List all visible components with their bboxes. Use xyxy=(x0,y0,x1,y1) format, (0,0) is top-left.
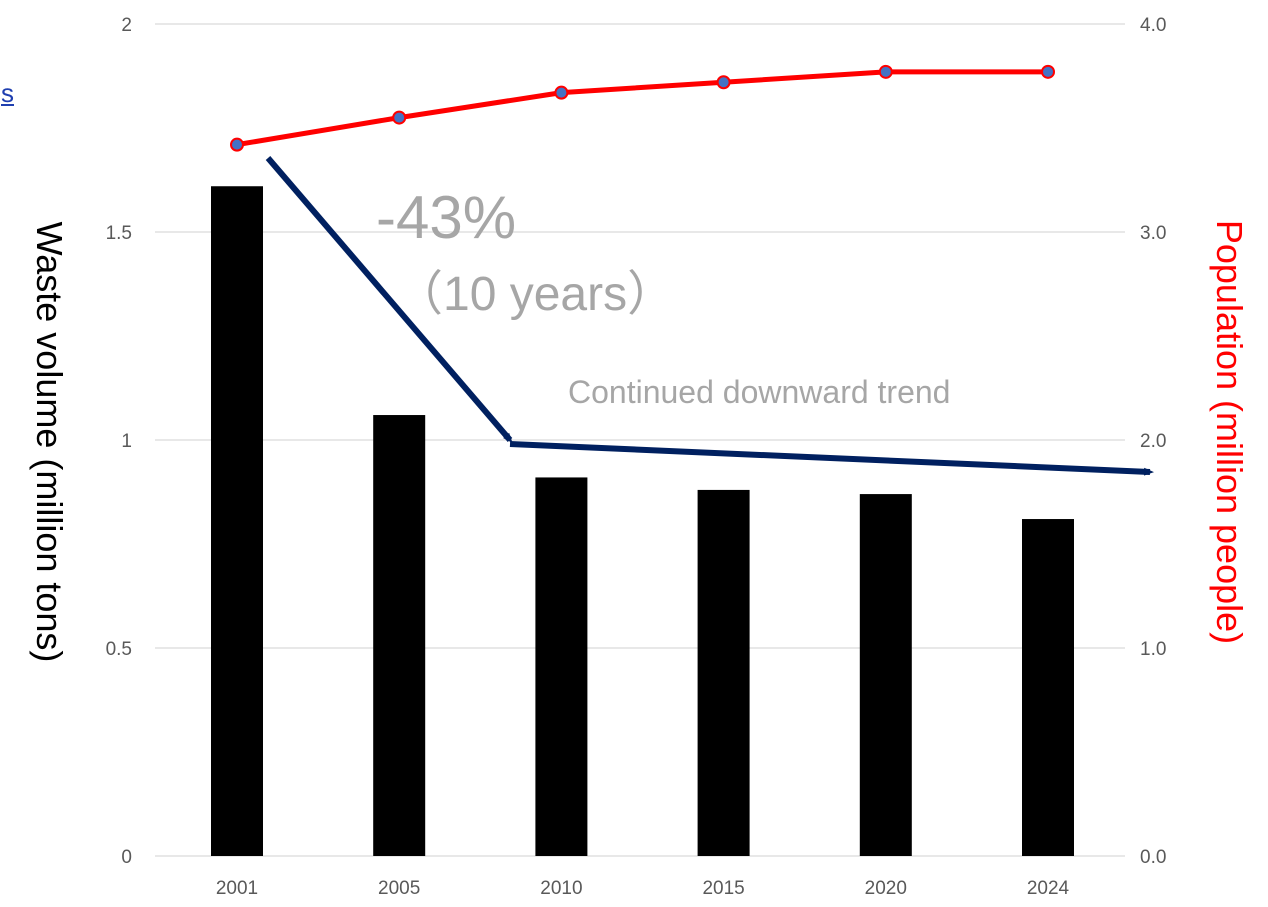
right-tick-label: 1.0 xyxy=(1140,639,1166,660)
line-point xyxy=(1041,64,1055,79)
left-tick-label: 1 xyxy=(121,431,132,452)
bar xyxy=(859,494,912,856)
population-line xyxy=(236,69,1048,148)
bar xyxy=(697,489,750,856)
left-tick-label: 1.5 xyxy=(106,223,132,244)
trend-arrow xyxy=(509,441,1154,476)
tick-labels: 0 0.5 1 1.5 2 0.0 1.0 2.0 3.0 4.0 2001 2005 2010 2015… xyxy=(106,15,1167,899)
bar xyxy=(373,415,426,856)
decline-period-label: （10 years） xyxy=(395,268,675,321)
left-tick-label: 0.5 xyxy=(106,639,132,660)
line-point xyxy=(392,110,407,125)
decline-arrow xyxy=(265,156,513,444)
trend-label: Continued downward trend xyxy=(568,374,950,410)
right-tick-label: 4.0 xyxy=(1140,15,1166,36)
left-axis-title: Waste volume (million tons) xyxy=(29,222,70,663)
right-tick-label: 0.0 xyxy=(1140,847,1166,868)
right-tick-label: 2.0 xyxy=(1140,431,1166,452)
bar-series xyxy=(211,186,1074,857)
decline-percent-label: -43% xyxy=(376,184,516,251)
x-tick-label: 2001 xyxy=(216,878,258,899)
bar xyxy=(535,477,588,856)
gridlines xyxy=(155,23,1125,857)
line-point xyxy=(878,64,893,79)
line-point xyxy=(554,85,569,100)
right-axis-title: Population (million people) xyxy=(1209,220,1250,644)
bar xyxy=(1022,519,1074,856)
x-tick-label: 2010 xyxy=(540,878,582,899)
bar xyxy=(211,186,263,857)
line-point xyxy=(230,137,244,152)
x-tick-label: 2015 xyxy=(702,878,744,899)
x-tick-label: 2020 xyxy=(865,878,907,899)
line-series xyxy=(230,64,1055,152)
x-tick-label: 2024 xyxy=(1027,878,1070,899)
truncated-link[interactable]: s xyxy=(1,78,14,108)
left-tick-label: 2 xyxy=(121,15,132,36)
trend-arrows xyxy=(265,156,1154,476)
x-tick-label: 2005 xyxy=(378,878,420,899)
line-point xyxy=(716,75,731,90)
right-tick-label: 3.0 xyxy=(1140,223,1166,244)
left-tick-label: 0 xyxy=(121,847,132,868)
